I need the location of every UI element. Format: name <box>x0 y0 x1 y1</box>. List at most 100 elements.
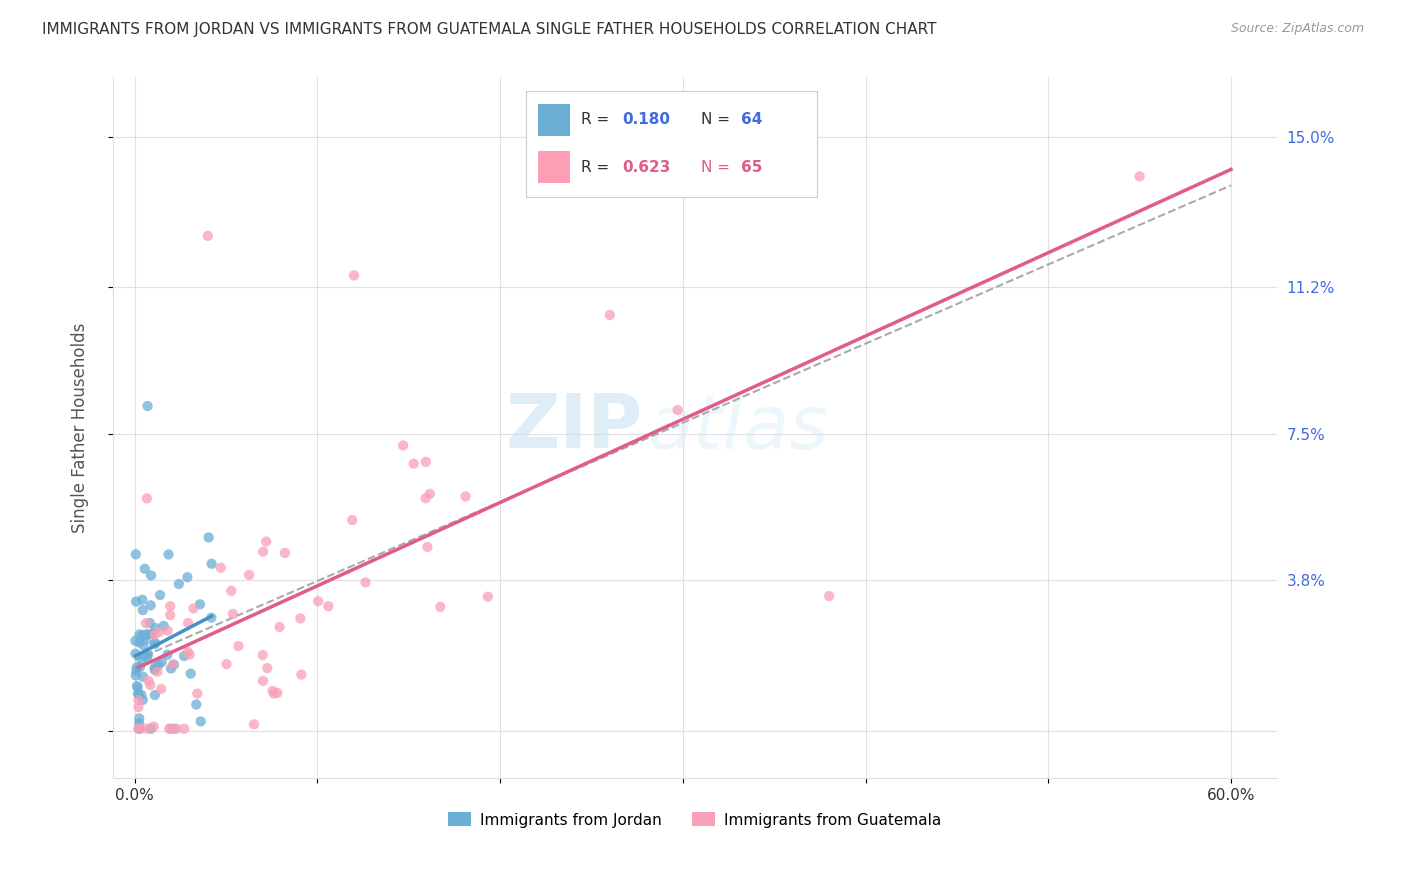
Point <box>125 547 148 561</box>
Point <box>162 722 184 736</box>
Point <box>200 557 222 571</box>
Point <box>127 693 149 707</box>
Point <box>143 627 166 641</box>
Point <box>125 679 148 693</box>
Point <box>177 645 200 659</box>
Point <box>454 490 477 504</box>
Point <box>162 657 184 672</box>
Point <box>141 626 163 640</box>
Point <box>429 599 451 614</box>
Point <box>262 684 284 698</box>
Point <box>173 648 195 663</box>
Point <box>135 491 157 506</box>
Point <box>177 615 200 630</box>
Point <box>159 722 181 736</box>
Point <box>139 599 162 613</box>
Point <box>139 722 162 736</box>
Point <box>186 687 208 701</box>
Point <box>197 531 219 545</box>
Point <box>290 667 312 681</box>
Point <box>290 611 312 625</box>
Point <box>354 575 377 590</box>
Point <box>252 544 274 558</box>
Y-axis label: Single Father Households: Single Father Households <box>72 323 89 533</box>
Text: ZIP: ZIP <box>505 392 643 465</box>
Point <box>160 661 183 675</box>
Point <box>135 616 157 631</box>
Point <box>180 666 202 681</box>
Point <box>143 663 166 677</box>
Point <box>139 678 162 692</box>
Point <box>149 588 172 602</box>
Point <box>416 540 439 554</box>
Point <box>176 570 198 584</box>
Point <box>136 649 159 664</box>
Point <box>415 491 437 506</box>
Point <box>128 722 150 736</box>
Point <box>392 438 415 452</box>
Point <box>156 624 179 638</box>
Point <box>143 636 166 650</box>
Point <box>150 681 173 696</box>
Point <box>252 673 274 688</box>
Point <box>142 720 165 734</box>
Point <box>222 607 245 621</box>
Point <box>125 664 148 678</box>
Point <box>215 657 238 672</box>
Text: IMMIGRANTS FROM JORDAN VS IMMIGRANTS FROM GUATEMALA SINGLE FATHER HOUSEHOLDS COR: IMMIGRANTS FROM JORDAN VS IMMIGRANTS FRO… <box>42 22 936 37</box>
Point <box>159 599 181 614</box>
Point <box>143 688 166 702</box>
Point <box>166 722 188 736</box>
Point <box>127 686 149 700</box>
Point <box>157 548 180 562</box>
Point <box>132 693 155 707</box>
Point <box>127 700 149 714</box>
Legend: Immigrants from Jordan, Immigrants from Guatemala: Immigrants from Jordan, Immigrants from … <box>441 806 948 834</box>
Point <box>156 648 179 662</box>
Point <box>136 722 159 736</box>
Point <box>152 619 174 633</box>
Point <box>128 711 150 725</box>
Point <box>256 661 278 675</box>
Point <box>136 627 159 641</box>
Point <box>307 594 329 608</box>
Point <box>318 599 340 614</box>
Point <box>131 653 153 667</box>
Point <box>136 399 159 413</box>
Point <box>139 615 162 630</box>
Point <box>163 657 186 672</box>
Point <box>263 687 285 701</box>
Point <box>269 620 291 634</box>
Point <box>159 608 181 623</box>
Point <box>179 648 201 662</box>
Point <box>128 627 150 641</box>
Point <box>136 647 159 661</box>
Point <box>139 568 162 582</box>
Point <box>125 668 148 682</box>
Point <box>145 621 167 635</box>
Point <box>186 698 208 712</box>
Point <box>148 624 170 639</box>
Point <box>129 722 152 736</box>
Point <box>132 638 155 652</box>
Point <box>238 568 260 582</box>
Point <box>127 680 149 694</box>
Point <box>599 308 621 322</box>
Point <box>138 673 160 688</box>
Point <box>159 722 181 736</box>
Point <box>219 583 242 598</box>
Point <box>209 560 232 574</box>
Point <box>124 647 146 661</box>
Point <box>131 628 153 642</box>
Point <box>150 655 173 669</box>
Point <box>129 660 152 674</box>
Point <box>125 660 148 674</box>
Point <box>132 603 155 617</box>
Point <box>1129 169 1152 184</box>
Point <box>134 628 156 642</box>
Point <box>132 670 155 684</box>
Point <box>143 637 166 651</box>
Point <box>143 660 166 674</box>
Point <box>818 589 841 603</box>
Point <box>200 610 222 624</box>
